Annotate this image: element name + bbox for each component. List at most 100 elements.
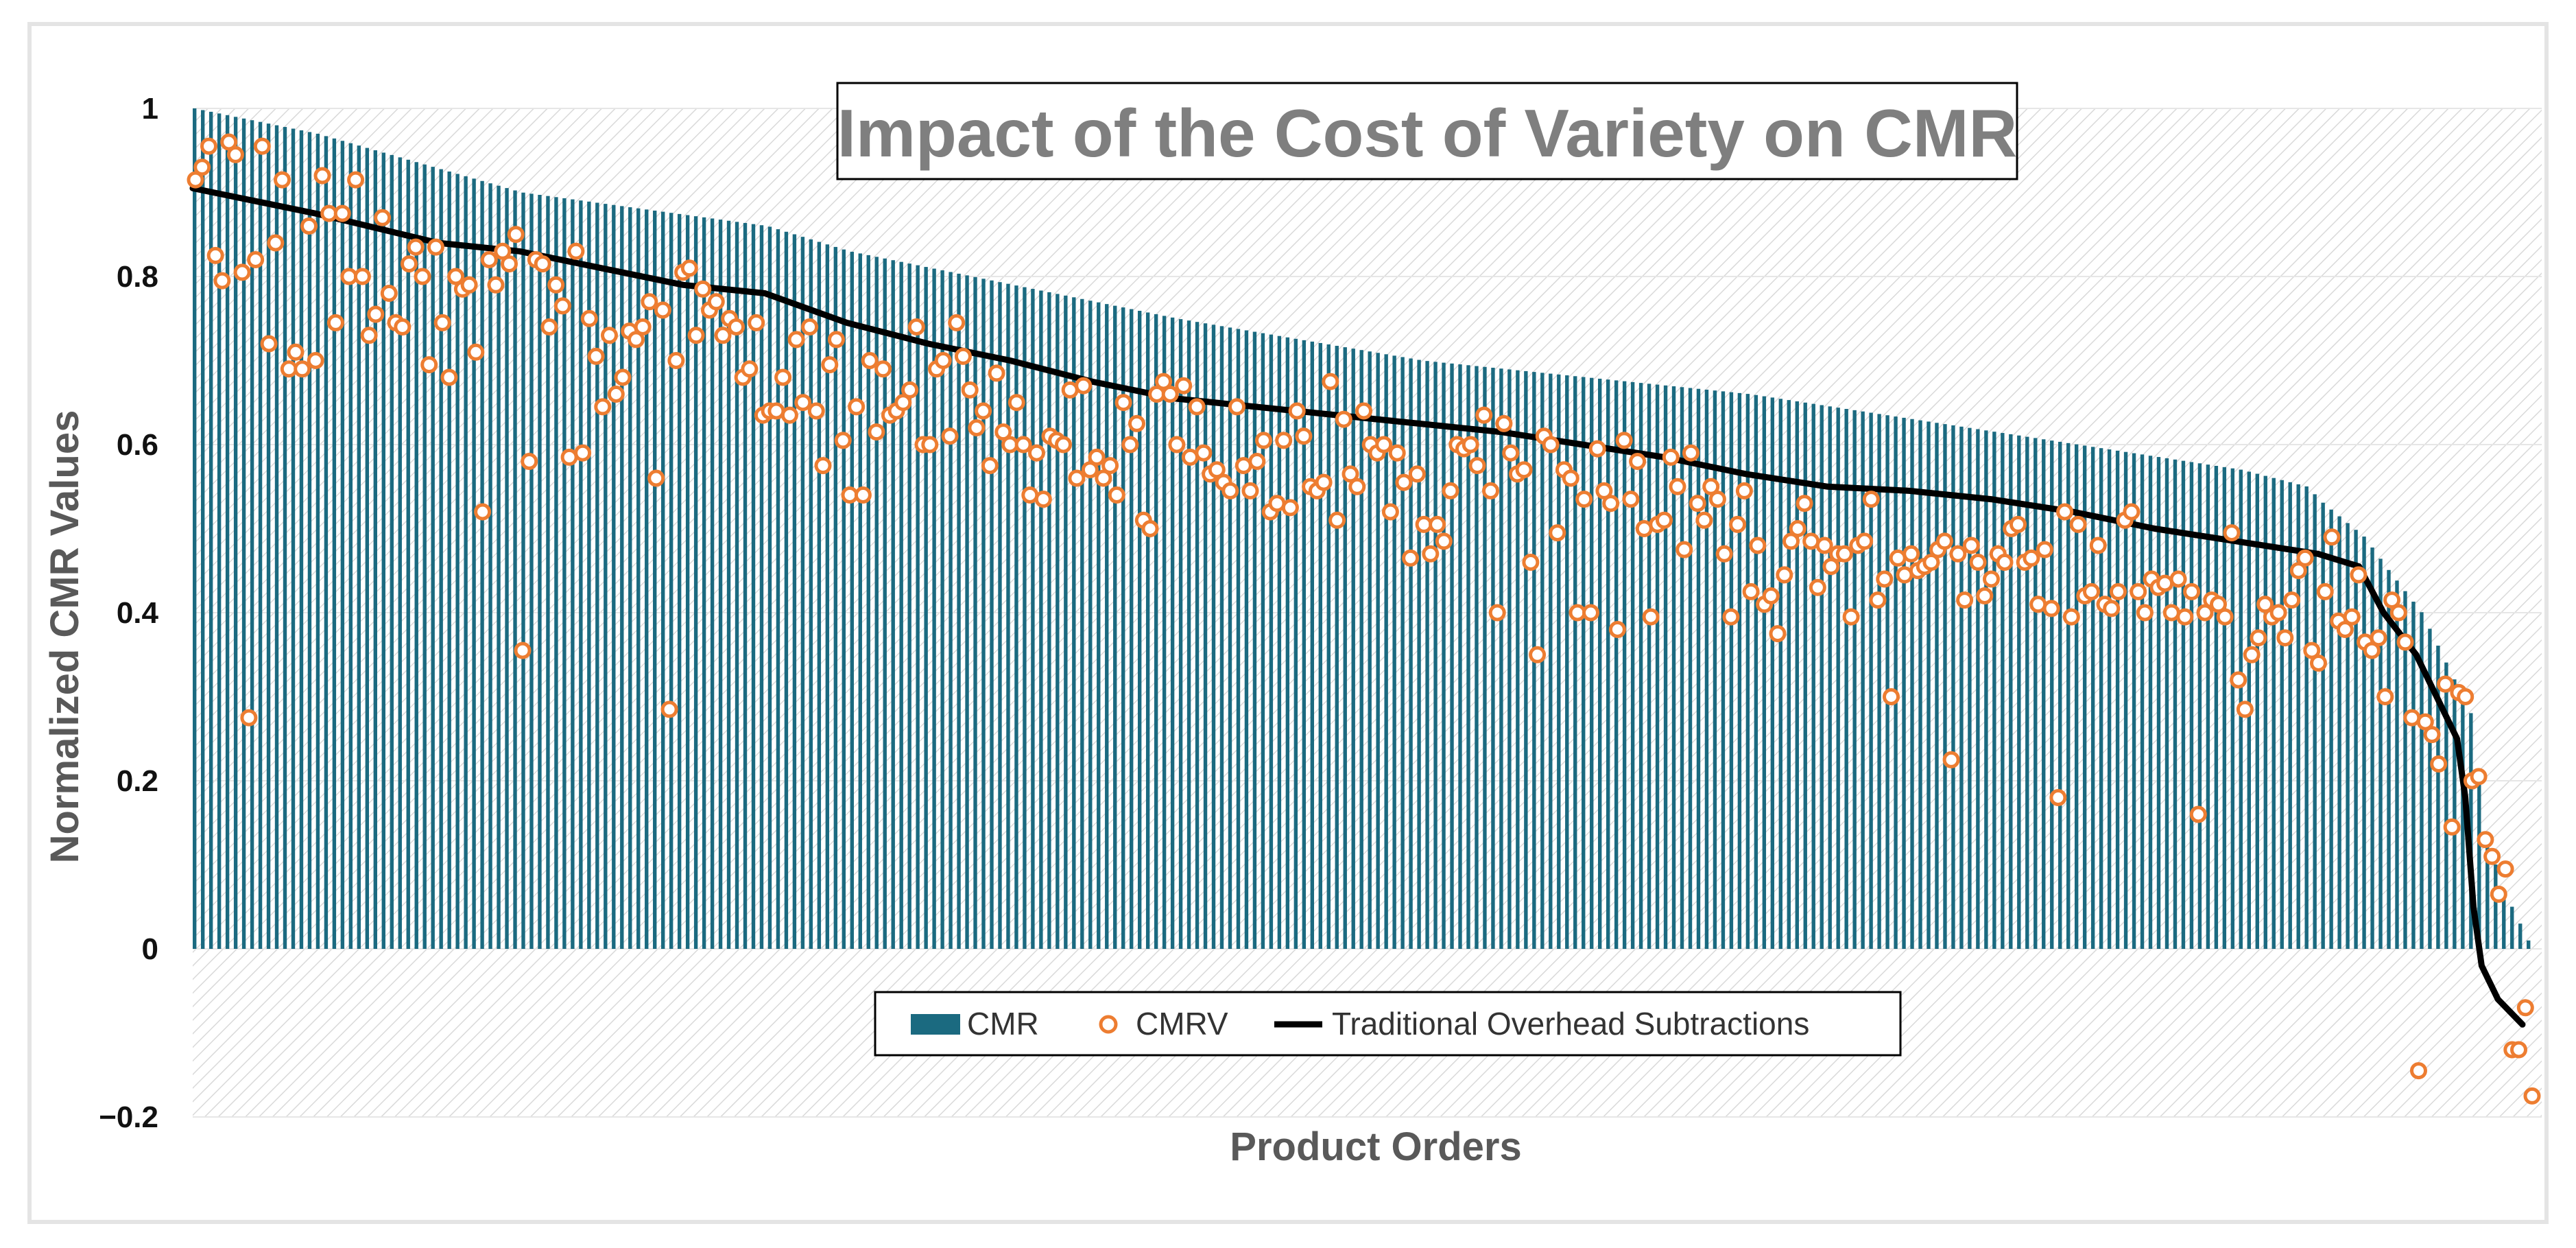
cmrv-point [801, 318, 819, 335]
cmrv-point [1515, 461, 1533, 479]
cmr-bar [1943, 424, 1947, 949]
cmr-bar [1130, 309, 1134, 949]
chart-title-box: Impact of the Cost of Variety on CMR [836, 82, 2018, 180]
cmr-bar [932, 268, 936, 949]
cmr-bar [1014, 285, 1018, 949]
cmrv-point [487, 276, 505, 294]
cmrv-point [667, 352, 685, 369]
cmr-bar [2058, 441, 2062, 949]
cmr-bar [2420, 612, 2424, 949]
cmrv-point [2049, 789, 2067, 806]
cmr-bar [866, 255, 870, 949]
cmrv-point [414, 268, 431, 285]
cmr-bar [1359, 350, 1363, 949]
cmr-bar [1261, 333, 1265, 950]
cmr-bar [2017, 435, 2021, 949]
cmr-bar [2050, 440, 2054, 949]
cmrv-point [333, 204, 351, 222]
cmr-bar [1721, 391, 1726, 949]
cmr-bar [505, 188, 509, 950]
cmrv-point [374, 209, 392, 226]
cmrv-point [1642, 608, 1660, 626]
cmrv-point [2389, 604, 2407, 622]
cmrv-point [1248, 453, 1266, 470]
cmr-bar [208, 111, 213, 949]
cmrv-point [1475, 406, 1493, 424]
cmr-bar [1598, 378, 1602, 949]
cmr-bar [1475, 366, 1479, 949]
cmr-bar [1483, 366, 1487, 949]
cmr-bar [2074, 444, 2079, 949]
cmr-bar [2354, 530, 2358, 949]
cmrv-point [767, 402, 785, 420]
cmrv-point [213, 272, 231, 290]
cmrv-point [2176, 608, 2194, 626]
cmrv-point [2009, 515, 2027, 533]
cmr-bar [1869, 412, 1873, 949]
cmr-bar [1088, 301, 1093, 949]
y-tick-label: 0 [142, 932, 158, 966]
cmrv-point [1075, 377, 1093, 395]
cmr-bar [2387, 569, 2391, 949]
cmr-bar [299, 130, 304, 950]
cmrv-point [521, 453, 538, 470]
cmrv-point [1114, 394, 1132, 412]
cmr-bars [193, 108, 2531, 950]
cmrv-point [1482, 482, 1499, 499]
legend: CMR CMRV Traditional Overhead Subtractio… [874, 991, 1902, 1057]
cmrv-point [274, 171, 291, 189]
cmr-bar [1064, 295, 1068, 949]
cmr-bar [1877, 414, 1881, 949]
cmr-bar [1236, 329, 1241, 949]
cmr-bar [2042, 439, 2046, 949]
y-axis-title: Normalized CMR Values [43, 410, 87, 864]
cmrv-point [2162, 604, 2180, 622]
cmrv-point [1815, 537, 1833, 554]
cmr-bar [1885, 415, 1889, 949]
cmrv-point [954, 347, 972, 365]
cmr-bar [735, 222, 739, 950]
cmr-bar [200, 110, 205, 950]
cmrv-point [2310, 655, 2327, 672]
cmr-bar [1368, 351, 1372, 949]
cmr-bar [1927, 421, 1931, 949]
cmrv-point [433, 314, 451, 331]
cmr-bar [373, 150, 377, 949]
cmr-bar [1409, 358, 1413, 949]
cmrv-point [360, 327, 378, 344]
cmr-bar [916, 265, 920, 949]
cmr-bar [1638, 383, 1643, 949]
cmrv-point [2230, 671, 2247, 689]
cmr-bar [1293, 338, 1298, 949]
cmrv-point [1935, 532, 1953, 550]
cmrv-point [2363, 641, 2381, 659]
cmrv-point [567, 242, 585, 260]
cmr-bar [1392, 355, 1396, 949]
cmrv-point [1295, 427, 1313, 445]
cmrv-point [814, 457, 832, 475]
cmrv-point [1729, 515, 1747, 533]
cmr-bar [693, 216, 698, 949]
cmrv-point [233, 263, 251, 281]
cmr-bar [1442, 362, 1446, 949]
cmrv-point [2336, 621, 2354, 638]
cmrv-point [494, 242, 512, 260]
cmrv-point [694, 280, 712, 298]
cmrv-point [907, 318, 925, 335]
cmr-bar [1647, 384, 1651, 949]
cmrv-point [1335, 410, 1352, 428]
cmrv-point [1422, 545, 1440, 563]
cmrv-point [2083, 582, 2100, 600]
cmrv-point [1595, 482, 1613, 499]
cmrv-point [601, 327, 618, 344]
cmrv-point [1429, 515, 1446, 533]
cmrv-point [2376, 688, 2394, 705]
cmr-bar [431, 167, 435, 949]
cmrv-point [2470, 768, 2488, 786]
cmr-bar [1302, 340, 1307, 950]
cmr-bar [2173, 459, 2178, 949]
cmrv-point [2510, 1041, 2527, 1059]
cmrv-point [1488, 604, 1506, 622]
cmrv-point [193, 158, 211, 176]
cmr-bar [1039, 290, 1043, 949]
